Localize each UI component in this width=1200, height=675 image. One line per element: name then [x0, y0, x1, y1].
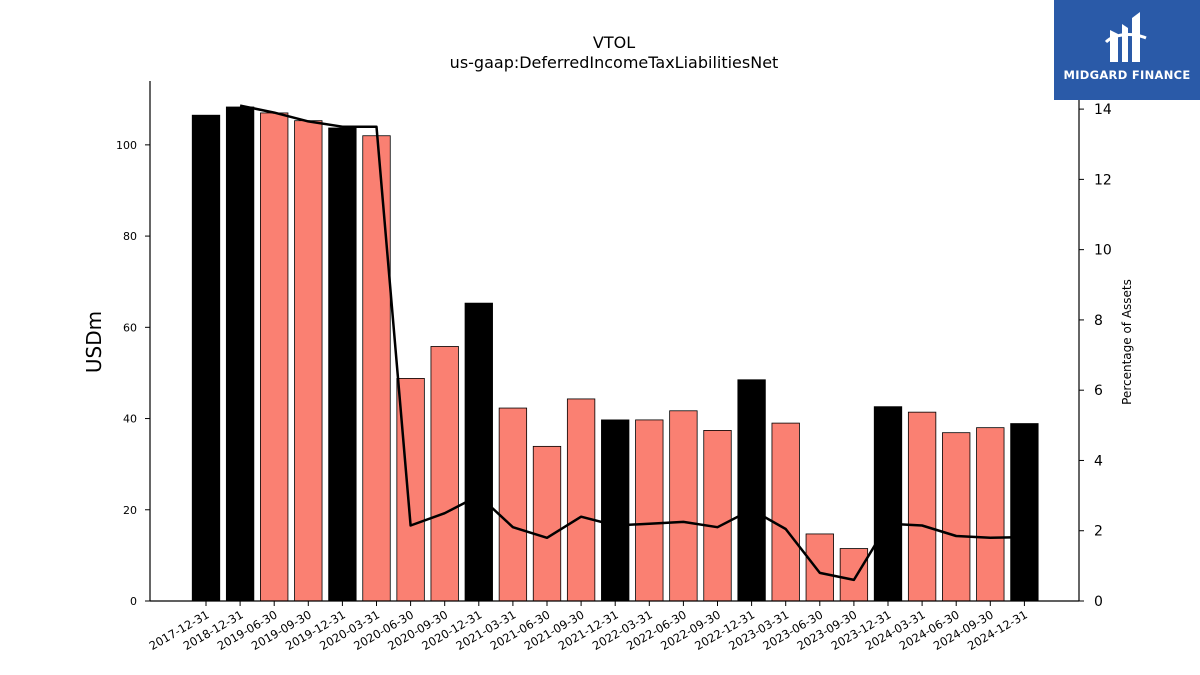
line-group: [239, 104, 1025, 582]
bar-2019-09-30: [294, 120, 323, 602]
y2-tick-label-8: 8: [1094, 313, 1103, 329]
pct-assets-line: [239, 104, 1025, 582]
bar-2024-09-30: [976, 427, 1005, 602]
bar-2020-03-31: [362, 135, 391, 602]
bar-2022-06-30: [669, 410, 698, 602]
chart-title: VTOL: [593, 33, 635, 52]
logo: MIDGARD FINANCE: [1054, 0, 1200, 100]
bar-2019-12-31: [328, 127, 357, 602]
bar-2019-06-30: [260, 112, 289, 602]
bar-2020-09-30: [430, 346, 459, 602]
bar-2023-12-31: [873, 406, 903, 602]
y-tick-label-60: 60: [123, 321, 137, 334]
y-tick-label-80: 80: [123, 230, 137, 243]
y2-tick-label-10: 10: [1094, 243, 1112, 259]
y2-tick-label-6: 6: [1094, 383, 1103, 399]
bar-2023-09-30: [839, 548, 869, 602]
y-tick-label-20: 20: [123, 504, 137, 517]
bars-group: [191, 106, 1039, 602]
logo-mark-icon: [1104, 12, 1147, 62]
y2-tick-label-12: 12: [1094, 172, 1112, 188]
bar-2021-03-31: [498, 407, 528, 602]
bar-2017-12-31: [191, 114, 221, 602]
bar-2022-09-30: [703, 430, 732, 602]
bar-2021-12-31: [601, 419, 630, 602]
y2-tick-label-0: 0: [1094, 594, 1103, 610]
bar-2023-06-30: [805, 533, 834, 602]
y2-tick-label-14: 14: [1094, 102, 1112, 118]
bar-2024-12-31: [1010, 423, 1039, 602]
y-tick-label-0: 0: [130, 595, 137, 608]
chart-subtitle: us-gaap:DeferredIncomeTaxLiabilitiesNet: [450, 53, 779, 72]
y2-tick-label-4: 4: [1094, 453, 1103, 469]
bar-2018-12-31: [225, 106, 255, 602]
y-tick-label-100: 100: [116, 139, 137, 152]
bar-2023-03-31: [771, 422, 800, 602]
bar-2021-06-30: [532, 445, 562, 602]
bar-2024-06-30: [942, 432, 971, 602]
bar-2021-09-30: [566, 398, 596, 602]
y-tick-label-40: 40: [123, 413, 137, 426]
bar-2024-03-31: [907, 411, 937, 602]
y2-axis-label: Percentage of Assets: [1120, 279, 1134, 405]
bar-2020-12-31: [464, 302, 493, 602]
logo-text: MIDGARD FINANCE: [1063, 68, 1191, 82]
bar-2022-12-31: [737, 379, 766, 602]
y2-tick-label-2: 2: [1094, 524, 1103, 540]
y-axis-label: USDm: [82, 311, 106, 373]
bar-2022-03-31: [635, 419, 664, 602]
